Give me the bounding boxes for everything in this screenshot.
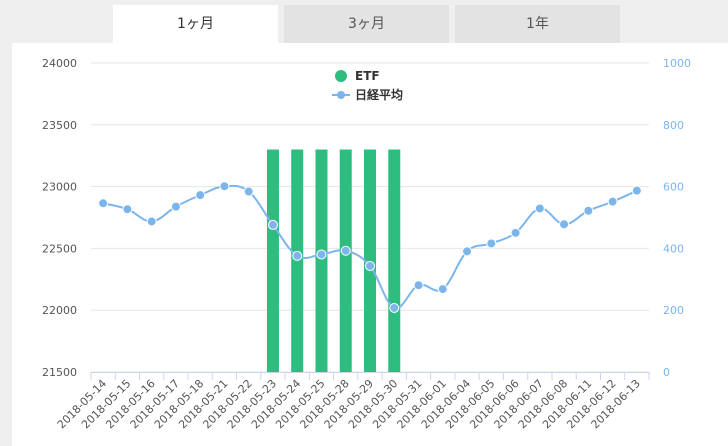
nikkei-point [510,227,521,238]
legend-nikkei-label: 日経平均 [355,87,403,102]
nikkei-point [98,198,109,209]
y-left-tick-label: 21500 [42,366,77,379]
nikkei-point [413,280,424,291]
nikkei-point [122,204,133,215]
y-right-tick-label: 800 [663,119,684,132]
nikkei-point [170,201,181,212]
nikkei-point [559,219,570,230]
nikkei-point [195,190,206,201]
nikkei-point [462,246,473,257]
y-left-tick-label: 22000 [42,304,77,317]
nikkei-point [316,249,327,260]
etf-bar [266,149,279,372]
nikkei-point [243,186,254,197]
tab-3-months[interactable]: 3ヶ月 [284,5,449,43]
etf-bar [339,149,352,372]
range-tabbar: 1ヶ月 3ヶ月 1年 [0,0,728,44]
etf-bar [388,149,401,372]
y-left-tick-label: 24000 [42,57,77,70]
nikkei-point [146,216,157,227]
y-left-tick-label: 23000 [42,181,77,194]
nikkei-point [534,203,545,214]
y-left-tick-label: 22500 [42,242,77,255]
nikkei-point [437,284,448,295]
nikkei-point [219,181,230,192]
y-right-tick-label: 600 [663,181,684,194]
nikkei-point [267,219,278,230]
nikkei-point [583,205,594,216]
y-right-tick-label: 400 [663,242,684,255]
legend-nikkei-marker [337,91,345,99]
etf-bar [364,149,376,372]
nikkei-point [389,302,400,313]
nikkei-point [340,245,351,256]
y-right-tick-label: 0 [663,366,670,379]
tab-1-year[interactable]: 1年 [455,5,620,43]
tab-1-month[interactable]: 1ヶ月 [113,5,278,44]
legend-etf-marker [335,70,347,82]
y-right-tick-label: 1000 [663,57,691,70]
nikkei-point [365,260,375,271]
nikkei-point [631,185,642,196]
y-right-tick-label: 200 [663,304,684,317]
nikkei-point [486,238,497,249]
y-left-tick-label: 23500 [42,119,77,132]
legend-etf-label: ETF [355,69,380,83]
nikkei-point [607,196,618,207]
etf-bar [315,149,328,372]
nikkei-point [292,250,303,261]
